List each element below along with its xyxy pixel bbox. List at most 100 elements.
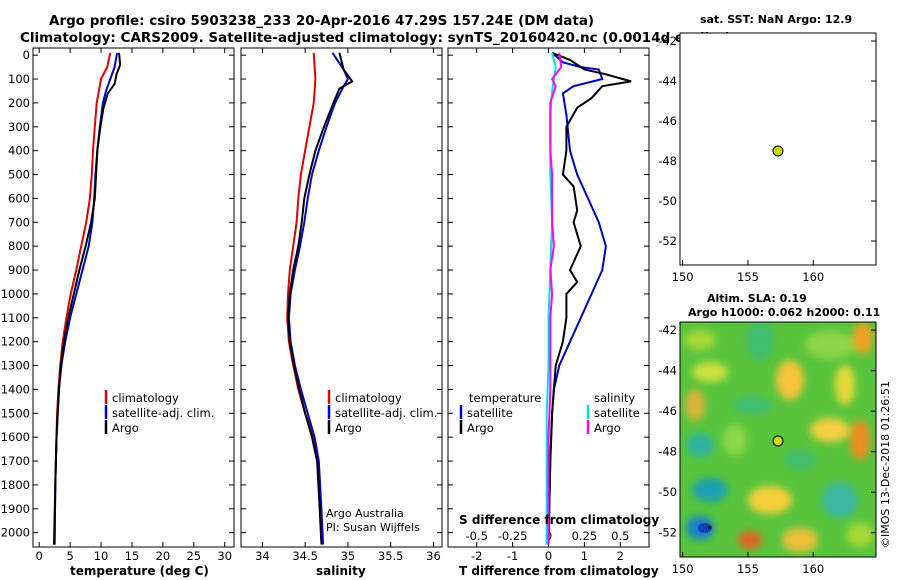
title-line-1: Argo profile: csiro 5903238_233 20-Apr-2…	[49, 13, 594, 29]
x-tick-label: 1	[581, 549, 588, 563]
depth-tick-label: 1700	[1, 454, 30, 468]
map-y-tick-label: -48	[658, 445, 677, 459]
map-y-tick-label: -50	[658, 485, 677, 499]
depth-tick-label: 200	[8, 96, 30, 110]
temperature-panel: 0100200300400500600700800900100011001200…	[1, 47, 235, 578]
sla-map-subtitle: Argo h1000: 0.062 h2000: 0.11	[688, 306, 880, 319]
sla-map-frame	[679, 321, 877, 558]
x-tick-label: 25	[186, 549, 201, 563]
salinity-lines	[286, 52, 354, 545]
difference-xlabel: T difference from climatology	[459, 564, 659, 578]
salinity-panel: 34 34.5 35 35.5 36 salinity climatology sate…	[240, 47, 443, 578]
salinity-x-axis: 34 34.5 35 35.5 36	[255, 48, 441, 563]
depth-tick-label: 1300	[1, 359, 30, 373]
sla-argo-marker	[772, 435, 784, 447]
depth-tick-label: 2000	[1, 526, 30, 540]
s-tick-label: 0.5	[611, 529, 629, 543]
x-tick-label: 35.5	[378, 549, 404, 563]
map-y-tick-label: -50	[658, 194, 677, 208]
x-tick-label: 30	[217, 549, 232, 563]
difference-legend: temperature satellite Argo salinity sate…	[459, 391, 640, 435]
map-x-tick-label: 155	[737, 562, 759, 576]
depth-tick-label: 1200	[1, 335, 30, 349]
sla-dark-pixel	[708, 526, 711, 529]
depth-tick-label: 400	[8, 144, 30, 158]
temperature-lines	[53, 52, 122, 545]
sst-map-axes: 150 155 160 -42 -44 -46 -48 -50 -52	[658, 34, 876, 284]
sla-map-title: Altim. SLA: 0.19	[707, 292, 807, 305]
depth-tick-label: 700	[8, 215, 30, 229]
series-line-argo	[53, 52, 122, 545]
temperature-legend: climatology satellite-adj. clim. Argo	[104, 390, 214, 435]
sst-map-panel: sat. SST: NaN Argo: 12.9 150 155 160 -42 -44…	[658, 13, 877, 284]
legend-satellite-label: satellite-adj. clim.	[112, 406, 214, 420]
depth-tick-label: 1600	[1, 430, 30, 444]
title-line-2: Climatology: CARS2009. Satellite-adjuste…	[20, 30, 731, 46]
x-tick-label: 35	[341, 549, 356, 563]
map-y-tick-label: -44	[658, 74, 677, 88]
x-tick-label: 36	[426, 549, 441, 563]
x-tick-label: 20	[156, 549, 171, 563]
depth-tick-label: 500	[8, 168, 30, 182]
s-tick-label: -0.25	[498, 529, 528, 543]
imos-credit: ©IMOS 13-Dec-2018 01:26:51	[879, 381, 892, 548]
depth-tick-label: 1900	[1, 502, 30, 516]
series-line-temperature-satellite	[547, 52, 607, 545]
map-x-tick-label: 150	[672, 270, 694, 284]
series-line-salinity-argo	[547, 52, 563, 545]
sla-map-axes: 150 155 160 -42 -44 -46 -48 -50 -52	[658, 323, 876, 576]
sst-argo-marker	[772, 145, 784, 157]
legend-climatology-label: climatology	[335, 391, 402, 405]
depth-tick-label: 100	[8, 72, 30, 86]
legend-sal-satellite-label: satellite	[594, 406, 640, 420]
map-y-tick-label: -52	[658, 234, 677, 248]
temperature-xlabel: temperature (deg C)	[70, 564, 209, 578]
map-y-tick-label: -52	[658, 526, 677, 540]
series-line-climatology	[286, 52, 324, 545]
x-tick-label: 2	[617, 549, 624, 563]
series-line-satellite-adj-clim-	[287, 52, 350, 545]
map-y-tick-label: -42	[658, 323, 677, 337]
x-tick-label: 5	[66, 549, 73, 563]
x-tick-label: 0	[545, 549, 552, 563]
map-x-tick-label: 160	[802, 562, 824, 576]
depth-tick-label: 600	[8, 191, 30, 205]
x-tick-label: 15	[125, 549, 140, 563]
map-y-tick-label: -42	[658, 34, 677, 48]
sst-map-title: sat. SST: NaN Argo: 12.9	[700, 13, 852, 26]
depth-tick-label: 1000	[1, 287, 30, 301]
legend-argo-label: Argo	[335, 421, 362, 435]
depth-tick-label: 1100	[1, 311, 30, 325]
series-line-temperature-argo	[547, 51, 632, 545]
salinity-xlabel: salinity	[316, 564, 366, 578]
credit-argo-australia: Argo Australia	[326, 507, 404, 520]
series-line-argo	[286, 52, 354, 545]
map-y-tick-label: -46	[658, 404, 677, 418]
x-tick-label: 0	[36, 549, 43, 563]
s-difference-label: S difference from climatology	[459, 513, 659, 527]
depth-axis: 0 100 200 300 400 500 600 700 800 900 1000 1100 1200…	[1, 48, 234, 540]
legend-temp-satellite-label: satellite	[467, 406, 513, 420]
credit-pi: PI: Susan Wijffels	[326, 521, 420, 534]
legend-climatology-label: climatology	[112, 391, 179, 405]
map-y-tick-label: -48	[658, 154, 677, 168]
map-y-tick-label: -44	[658, 364, 677, 378]
depth-tick-label: 0	[23, 48, 30, 62]
temperature-x-axis: 0 5 10 15 20 25 30	[36, 48, 232, 563]
x-tick-label: 34	[255, 549, 270, 563]
legend-satellite-label: satellite-adj. clim.	[335, 406, 437, 420]
depth-tick-label: 1500	[1, 406, 30, 420]
x-tick-label: 34.5	[292, 549, 318, 563]
difference-panel: -2 -1 0 1 2 -0.5 -0.25 0 0.25 0.5 T difference f…	[447, 47, 659, 578]
depth-tick-label: 1400	[1, 382, 30, 396]
legend-argo-label: Argo	[112, 421, 139, 435]
temperature-axes-frame	[32, 47, 235, 548]
legend-temp-argo-label: Argo	[467, 421, 494, 435]
difference-depth-ticks	[448, 54, 649, 534]
sla-map-panel: Altim. SLA: 0.19 Argo h1000: 0.062 h2000…	[658, 292, 880, 576]
map-x-tick-label: 160	[802, 270, 824, 284]
map-y-tick-label: -46	[658, 114, 677, 128]
sla-heatmap	[680, 322, 876, 557]
map-x-tick-label: 150	[672, 562, 694, 576]
